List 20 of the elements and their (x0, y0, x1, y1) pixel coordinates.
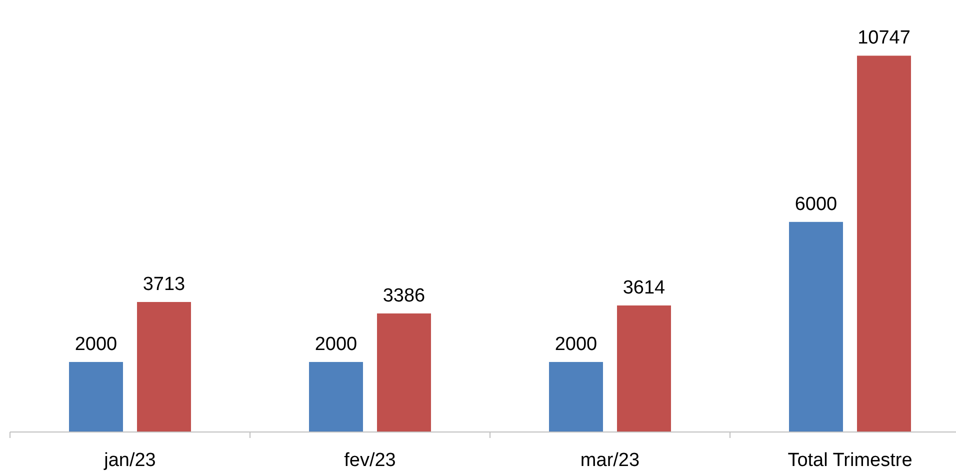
data-label: 2000 (74, 334, 118, 355)
x-tick-label: Total Trimestre (788, 450, 912, 471)
x-tick-label: jan/23 (103, 450, 156, 471)
data-label: 3614 (622, 277, 666, 298)
bar (789, 222, 843, 432)
bar (309, 362, 363, 432)
bar (617, 305, 671, 432)
bar (549, 362, 603, 432)
data-label: 2000 (554, 334, 598, 355)
data-label: 2000 (314, 334, 358, 355)
bar (377, 313, 431, 432)
x-tick-label: mar/23 (580, 450, 640, 471)
data-label: 3386 (382, 285, 426, 306)
x-tick-label: fev/23 (344, 450, 396, 471)
bar (857, 56, 911, 432)
bar (69, 362, 123, 432)
data-label: 6000 (794, 194, 838, 215)
bar (137, 302, 191, 432)
data-label: 10747 (858, 28, 910, 49)
data-label: 3713 (142, 274, 186, 295)
